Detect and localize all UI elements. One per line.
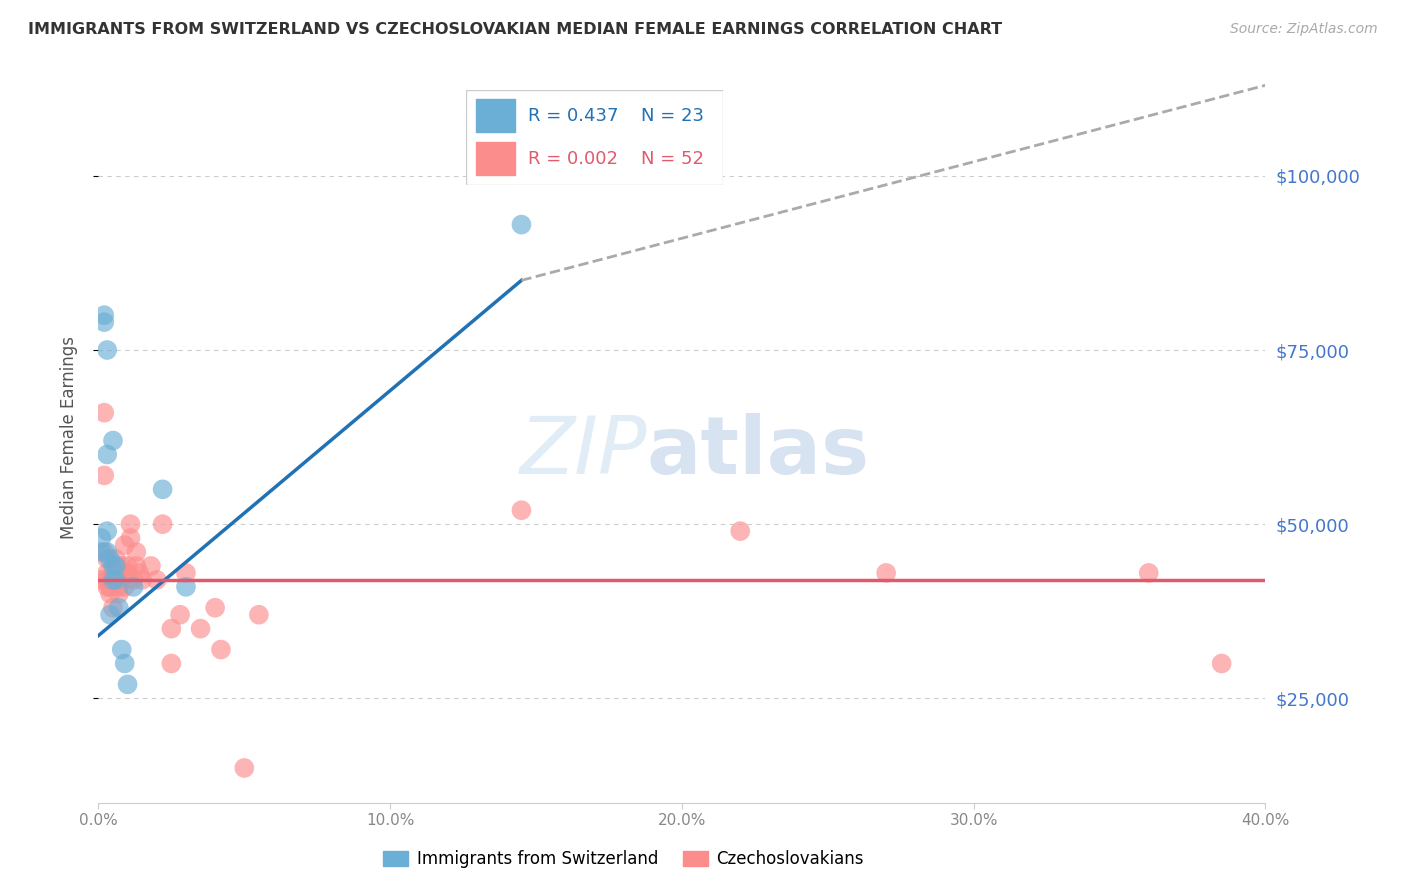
Point [98, 552, 121, 566]
Point [108, 566, 131, 580]
Point [125, 545, 148, 559]
Text: IMMIGRANTS FROM SWITZERLAND VS CZECHOSLOVAKIAN MEDIAN FEMALE EARNINGS CORRELATIO: IMMIGRANTS FROM SWITZERLAND VS CZECHOSLO… [28, 22, 1002, 37]
Point [96, 580, 118, 594]
Point [111, 573, 134, 587]
Point [104, 552, 127, 566]
Y-axis label: Median Female Earnings: Median Female Earnings [59, 335, 77, 539]
Point [204, 600, 226, 615]
Point [114, 580, 136, 594]
Point [117, 677, 139, 691]
Point [174, 566, 197, 580]
Point [96, 448, 118, 462]
Point [104, 573, 127, 587]
Point [108, 573, 131, 587]
Point [120, 517, 142, 532]
Point [93, 468, 115, 483]
Point [160, 622, 183, 636]
Point [96, 573, 118, 587]
Point [98, 587, 121, 601]
Point [139, 558, 162, 573]
Point [98, 580, 121, 594]
Point [114, 538, 136, 552]
Point [90, 545, 112, 559]
Point [108, 580, 131, 594]
Point [160, 657, 183, 671]
Point [96, 566, 118, 580]
Point [510, 503, 533, 517]
Point [117, 558, 139, 573]
Point [96, 524, 118, 538]
Point [108, 600, 131, 615]
Point [111, 642, 134, 657]
Point [128, 566, 150, 580]
Point [101, 566, 124, 580]
Point [101, 558, 124, 573]
Point [1137, 566, 1160, 580]
Point [90, 531, 112, 545]
Point [1211, 657, 1233, 671]
Text: atlas: atlas [647, 413, 870, 491]
Point [114, 566, 136, 580]
Point [730, 524, 752, 538]
Point [93, 315, 115, 329]
Point [146, 573, 169, 587]
Point [169, 607, 191, 622]
Point [122, 573, 145, 587]
Point [90, 573, 112, 587]
Point [114, 657, 136, 671]
Point [111, 558, 134, 573]
Point [152, 517, 174, 532]
Point [190, 622, 212, 636]
Point [101, 600, 124, 615]
Point [101, 573, 124, 587]
Point [93, 545, 115, 559]
Point [174, 580, 197, 594]
Point [209, 642, 232, 657]
Point [131, 573, 153, 587]
Legend: Immigrants from Switzerland, Czechoslovakians: Immigrants from Switzerland, Czechoslova… [377, 844, 870, 875]
Point [98, 573, 121, 587]
Point [104, 566, 127, 580]
Point [96, 343, 118, 357]
Point [96, 545, 118, 559]
Point [247, 607, 270, 622]
Point [104, 558, 127, 573]
Point [98, 607, 121, 622]
Point [108, 587, 131, 601]
Point [117, 566, 139, 580]
Point [152, 483, 174, 497]
Point [101, 434, 124, 448]
Text: ZIP: ZIP [520, 413, 647, 491]
Point [233, 761, 256, 775]
Point [510, 218, 533, 232]
Text: Source: ZipAtlas.com: Source: ZipAtlas.com [1230, 22, 1378, 37]
Point [93, 406, 115, 420]
Point [93, 308, 115, 322]
Point [120, 531, 142, 545]
Point [101, 573, 124, 587]
Point [875, 566, 897, 580]
Point [122, 580, 145, 594]
Point [125, 558, 148, 573]
Point [104, 558, 127, 573]
Point [96, 552, 118, 566]
